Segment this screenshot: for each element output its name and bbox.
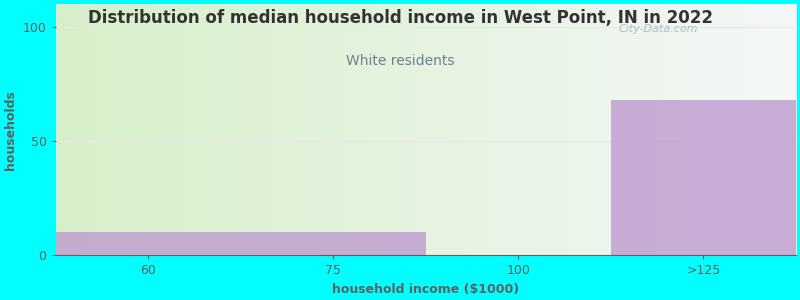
Text: City-Data.com: City-Data.com	[618, 24, 698, 34]
Bar	[56, 232, 241, 255]
Bar	[610, 100, 796, 255]
Bar	[241, 232, 426, 255]
Text: White residents: White residents	[346, 54, 454, 68]
Text: Distribution of median household income in West Point, IN in 2022: Distribution of median household income …	[87, 9, 713, 27]
X-axis label: household income ($1000): household income ($1000)	[332, 283, 519, 296]
Y-axis label: households: households	[4, 90, 17, 170]
